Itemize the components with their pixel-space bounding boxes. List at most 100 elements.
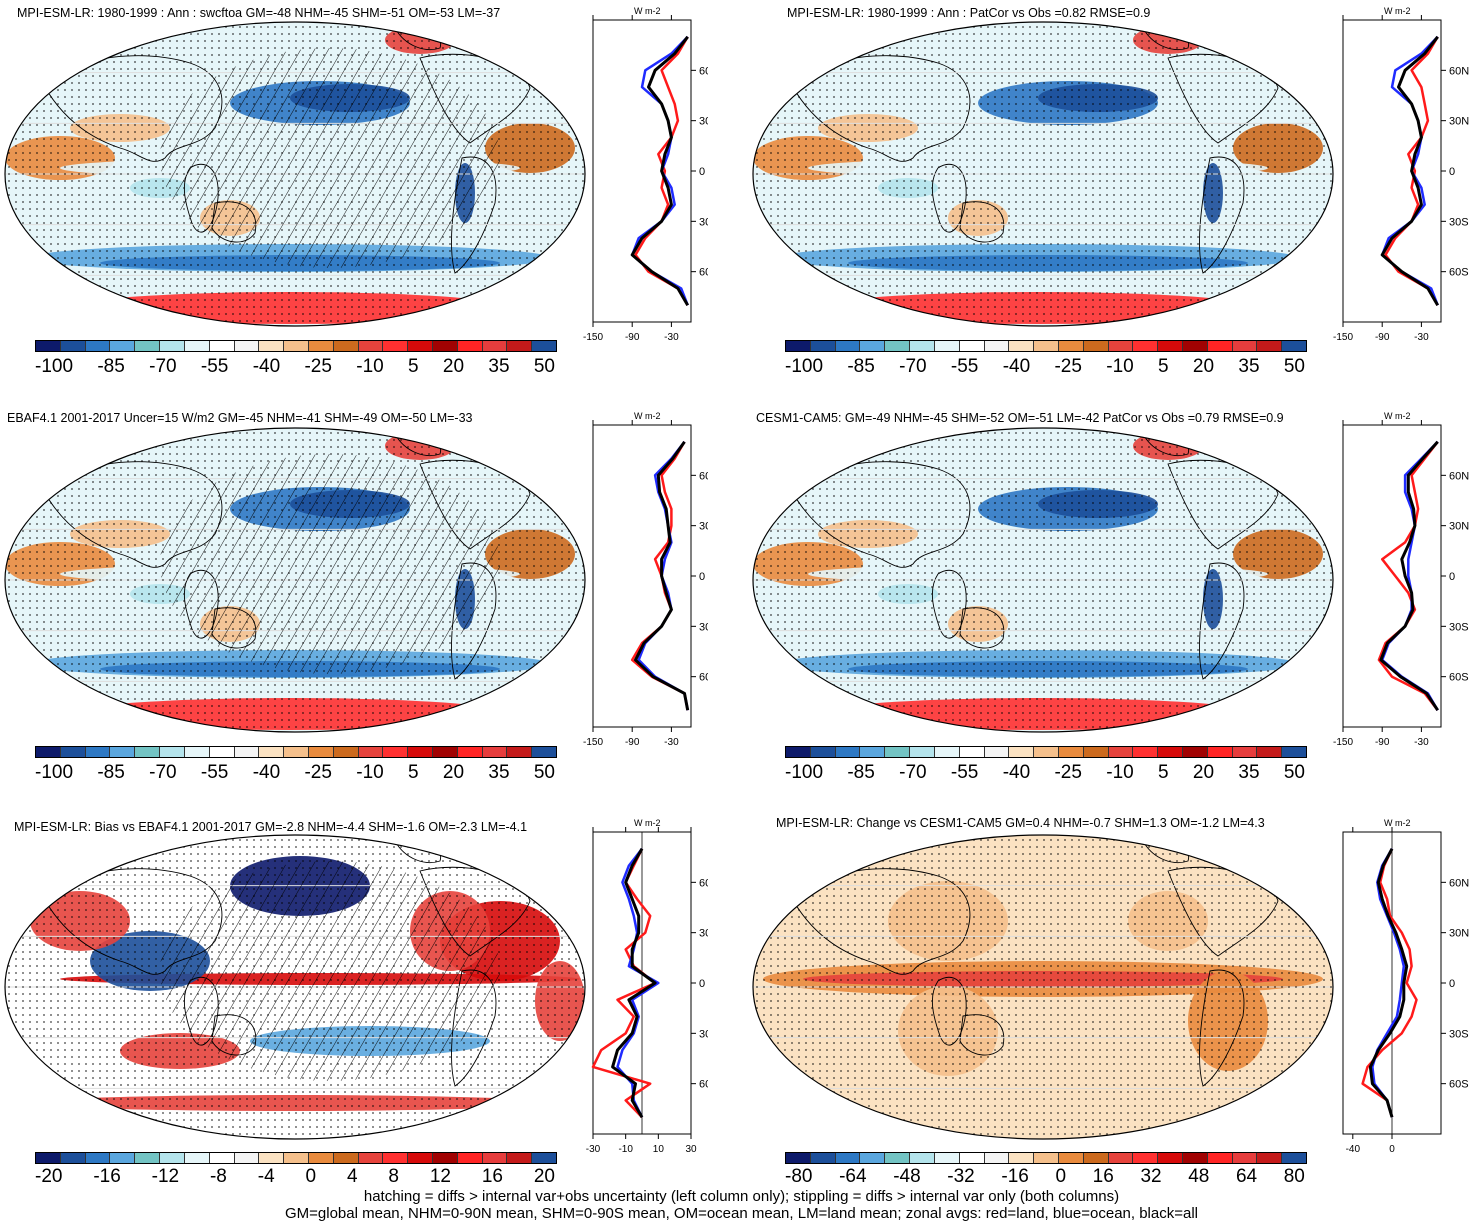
colorbar-labels-2: -100 -85 -70 -55 -40 -25 -10 5 20 35 50 [785, 356, 1305, 378]
colorbar-swatch [984, 341, 1010, 351]
colorbar-label: -55 [200, 356, 229, 377]
colorbar-label: -12 [151, 1166, 180, 1187]
zonal-y-tick-label: 0 [1449, 978, 1455, 990]
colorbar-label: 5 [1158, 762, 1169, 783]
colorbar-swatch [1183, 1153, 1208, 1163]
colorbar-swatch [910, 1153, 935, 1163]
zonal-unit-label: W m-2 [634, 818, 661, 828]
zonal-frame [1342, 424, 1442, 728]
colorbar-label: -40 [1002, 356, 1031, 377]
colorbar-swatch [1108, 1153, 1134, 1163]
colorbar-label: -85 [97, 762, 125, 783]
colorbar-swatch [1282, 1153, 1307, 1163]
colorbar-labels-3: -100 -85 -70 -55 -40 -25 -10 5 20 35 50 [35, 762, 555, 784]
colorbar-label: -55 [950, 356, 979, 377]
colorbar-swatch [85, 341, 111, 351]
zonal-line-all [1379, 440, 1439, 712]
colorbar-label: -16 [1001, 1166, 1029, 1187]
colorbar-label: 20 [533, 1166, 555, 1187]
colorbar-swatch [85, 747, 111, 757]
colorbar-label: -48 [893, 1166, 921, 1187]
colorbar-label: -40 [252, 356, 281, 377]
colorbar-swatch [1034, 341, 1059, 351]
colorbar-label: -10 [356, 762, 384, 783]
map-field [5, 428, 585, 732]
colorbar-label: -85 [847, 356, 875, 377]
colorbar-label: -40 [252, 762, 281, 783]
map-border [752, 21, 1334, 327]
colorbar-swatch [160, 341, 185, 351]
colorbar-label: 50 [533, 762, 555, 783]
colorbar-swatch [910, 341, 935, 351]
colorbar-swatch [1083, 341, 1109, 351]
colorbar-swatch [209, 747, 235, 757]
colorbar-label: -85 [847, 762, 875, 783]
colorbar-swatch [1034, 747, 1059, 757]
map-panel-6 [752, 834, 1334, 1140]
colorbar-labels-6: -80 -64 -48 -32 -16 0 16 32 48 64 80 [785, 1166, 1305, 1188]
zonal-x-tick-label: -150 [583, 332, 603, 343]
zonal-line-land [1361, 848, 1418, 1118]
colorbar-label: 0 [305, 1166, 317, 1187]
colorbar-swatch [810, 341, 836, 351]
map-panel-3 [4, 427, 586, 733]
colorbar-labels-4: -100 -85 -70 -55 -40 -25 -10 5 20 35 50 [785, 762, 1305, 784]
zonal-y-tick-label: 0 [699, 166, 705, 178]
colorbar-swatch [959, 341, 985, 351]
zonal-x-tick-label: -30 [664, 332, 679, 343]
zonal-x-tick-label: -30 [664, 737, 679, 748]
zonal-x-tick-label: -40 [1346, 1144, 1361, 1155]
colorbar-label: 35 [1238, 356, 1260, 377]
zonal-frame [1342, 19, 1442, 323]
colorbar-swatch [333, 341, 359, 351]
zonal-panel-4: W m-2 -150 -90 -30 60N 30N 0 30S 60S [1333, 411, 1469, 748]
colorbar-label: 48 [1188, 1166, 1210, 1187]
colorbar-label: -25 [1054, 356, 1082, 377]
colorbar-swatch [383, 1153, 409, 1163]
colorbar-swatch [433, 747, 458, 757]
panel-title-6: MPI-ESM-LR: Change vs CESM1-CAM5 GM=0.4 … [776, 816, 1265, 830]
hatching [160, 48, 500, 268]
zonal-x-tick-label: -90 [1375, 737, 1390, 748]
colorbar-swatch [135, 1153, 161, 1163]
colorbar-swatch [1083, 747, 1109, 757]
colorbar-swatch [835, 341, 861, 351]
colorbar-swatch [860, 1153, 886, 1163]
panel-title-1: MPI-ESM-LR: 1980-1999 : Ann : swcftoa GM… [17, 6, 501, 20]
colorbar-label: -25 [304, 356, 332, 377]
zonal-unit-label: W m-2 [1384, 411, 1411, 421]
zonal-y-tick-label: 30N [1449, 116, 1469, 128]
colorbar-label: -85 [97, 356, 125, 377]
colorbar-label: 16 [481, 1166, 503, 1187]
colorbar-swatch [532, 341, 557, 351]
zonal-unit-label: W m-2 [1384, 818, 1411, 828]
colorbar-label: -64 [839, 1166, 867, 1187]
colorbar-label: -10 [356, 356, 384, 377]
colorbar-label: -40 [1002, 762, 1031, 783]
panel-title-4: CESM1-CAM5: GM=-49 NHM=-45 SHM=-52 OM=-5… [756, 411, 1284, 425]
zonal-panel-1: W m-2 -150 -90 -30 60N 30N 0 30S 60S [583, 6, 708, 343]
colorbar-swatch [383, 341, 409, 351]
zonal-y-tick-label: 60S [699, 267, 708, 279]
colorbar-panel-6 [785, 1152, 1307, 1164]
colorbar-swatch [284, 341, 309, 351]
colorbar-swatch [85, 1153, 111, 1163]
zonal-line-all [611, 848, 657, 1118]
colorbar-label: 80 [1283, 1166, 1305, 1187]
zonal-line-ocean [1380, 35, 1439, 306]
colorbar-swatch [433, 1153, 458, 1163]
colorbar-swatch [284, 1153, 309, 1163]
hatching [160, 454, 500, 674]
colorbar-swatch [308, 747, 334, 757]
colorbar-swatch [457, 1153, 483, 1163]
zonal-y-tick-label: 0 [1449, 571, 1455, 583]
colorbar-swatch [36, 747, 61, 757]
colorbar-swatch [1207, 341, 1233, 351]
colorbar-label: 4 [346, 1166, 358, 1187]
colorbar-swatch [959, 1153, 985, 1163]
zonal-y-tick-label: 60N [699, 877, 708, 889]
zonal-x-tick-label: 10 [653, 1144, 665, 1155]
colorbar-swatch [1158, 341, 1183, 351]
panel-title-5: MPI-ESM-LR: Bias vs EBAF4.1 2001-2017 GM… [14, 820, 528, 834]
zonal-line-all [1380, 35, 1439, 306]
